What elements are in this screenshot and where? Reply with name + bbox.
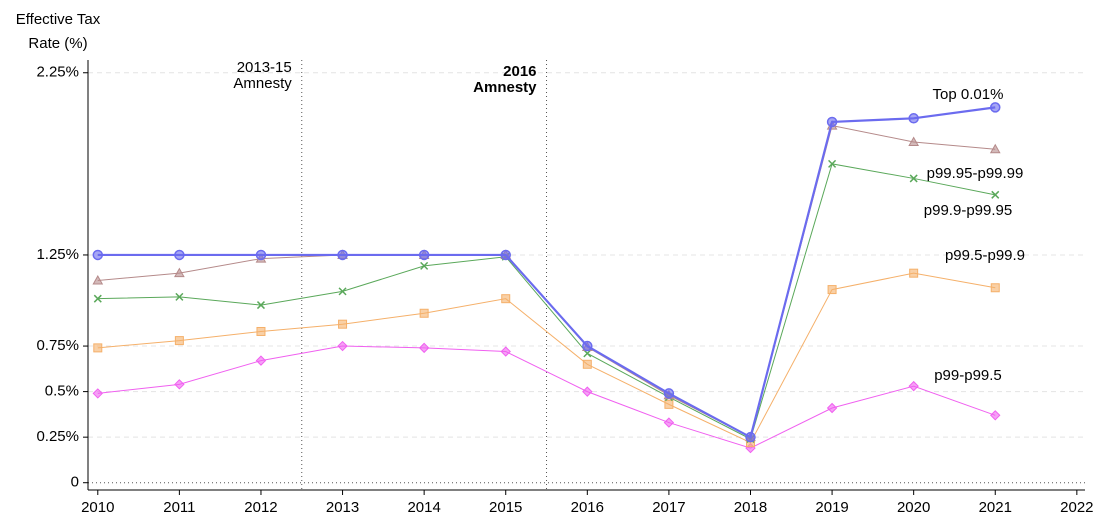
x-tick-label: 2019 bbox=[815, 499, 848, 516]
marker bbox=[174, 379, 185, 390]
series-line bbox=[97, 163, 996, 440]
marker bbox=[745, 431, 756, 443]
marker bbox=[418, 249, 430, 261]
marker bbox=[827, 285, 837, 295]
y-tick-label: 0 bbox=[71, 474, 79, 491]
marker bbox=[255, 355, 267, 366]
marker bbox=[255, 249, 267, 261]
marker bbox=[826, 402, 838, 414]
marker bbox=[828, 159, 837, 168]
marker bbox=[175, 292, 184, 301]
y-axis-label: Effective Tax bbox=[16, 11, 101, 28]
annotation-label: 2016 bbox=[503, 63, 536, 80]
marker bbox=[663, 417, 675, 428]
marker bbox=[908, 136, 920, 146]
marker bbox=[908, 380, 919, 392]
marker bbox=[338, 319, 348, 329]
marker bbox=[500, 346, 511, 357]
marker bbox=[338, 287, 347, 296]
marker bbox=[582, 386, 593, 397]
x-tick-label: 2022 bbox=[1060, 499, 1093, 516]
series-line bbox=[97, 272, 996, 444]
marker bbox=[337, 340, 348, 352]
series-label: p99.5-p99.9 bbox=[945, 247, 1025, 264]
x-tick-label: 2020 bbox=[897, 499, 930, 516]
series-label: Top 0.01% bbox=[933, 86, 1004, 103]
annotation-label: Amnesty bbox=[473, 79, 537, 96]
marker bbox=[256, 301, 265, 310]
marker bbox=[420, 261, 429, 270]
marker bbox=[989, 143, 1001, 154]
marker bbox=[337, 249, 348, 261]
marker bbox=[990, 102, 1001, 113]
x-tick-label: 2011 bbox=[163, 499, 195, 516]
marker bbox=[909, 174, 918, 183]
series-line bbox=[97, 106, 996, 439]
marker bbox=[174, 336, 184, 346]
marker bbox=[93, 343, 103, 353]
y-tick-label: 0.5% bbox=[45, 383, 79, 400]
annotation-label: Amnesty bbox=[233, 75, 292, 92]
marker bbox=[990, 410, 1001, 421]
marker bbox=[419, 308, 429, 318]
marker bbox=[663, 388, 675, 399]
x-tick-label: 2017 bbox=[652, 499, 685, 516]
marker bbox=[826, 116, 838, 128]
x-tick-label: 2013 bbox=[326, 499, 359, 516]
marker bbox=[990, 283, 1000, 293]
y-tick-label: 0.75% bbox=[36, 337, 79, 354]
series-line bbox=[97, 345, 996, 449]
marker bbox=[93, 294, 102, 303]
y-tick-label: 1.25% bbox=[36, 246, 79, 263]
marker bbox=[582, 359, 592, 369]
marker bbox=[500, 249, 511, 261]
marker bbox=[92, 274, 104, 285]
marker bbox=[501, 294, 511, 304]
x-tick-label: 2021 bbox=[979, 499, 1012, 516]
annotation-label: 2013-15 bbox=[237, 59, 292, 76]
marker bbox=[991, 190, 1000, 199]
marker bbox=[582, 340, 593, 352]
marker bbox=[174, 267, 185, 278]
y-tick-label: 0.25% bbox=[36, 428, 79, 445]
marker bbox=[92, 249, 104, 261]
marker bbox=[909, 268, 919, 278]
x-tick-label: 2015 bbox=[489, 499, 522, 516]
marker bbox=[664, 399, 674, 409]
marker bbox=[908, 113, 919, 124]
y-axis-label: Rate (%) bbox=[28, 35, 87, 52]
x-tick-label: 2012 bbox=[244, 499, 277, 516]
series-label: p99.95-p99.99 bbox=[927, 165, 1024, 182]
x-tick-label: 2016 bbox=[571, 499, 604, 516]
marker bbox=[418, 342, 430, 354]
marker bbox=[256, 326, 266, 336]
y-tick-label: 2.25% bbox=[36, 64, 79, 81]
series-label: p99.9-p99.95 bbox=[924, 202, 1012, 219]
series-label: p99-p99.5 bbox=[934, 367, 1002, 384]
marker bbox=[92, 388, 103, 399]
x-tick-label: 2010 bbox=[81, 499, 114, 516]
marker bbox=[583, 349, 592, 358]
marker bbox=[174, 249, 185, 261]
x-tick-label: 2014 bbox=[407, 499, 440, 516]
x-tick-label: 2018 bbox=[734, 499, 767, 516]
